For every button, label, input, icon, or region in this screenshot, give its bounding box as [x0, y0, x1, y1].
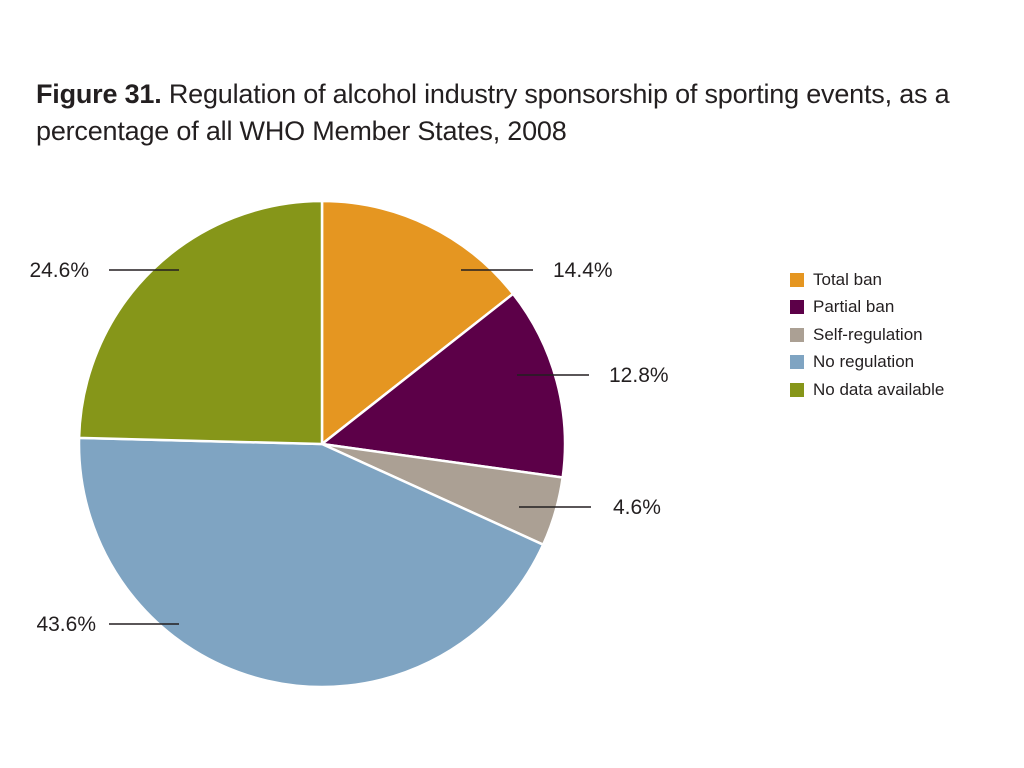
legend-swatch	[790, 355, 804, 370]
legend-label: Self-regulation	[813, 324, 923, 344]
figure-title: Figure 31. Regulation of alcohol industr…	[36, 76, 1006, 150]
legend-item: No regulation	[790, 349, 944, 377]
legend-item: Total ban	[790, 266, 944, 294]
legend: Total ban Partial ban Self-regulation No re…	[790, 266, 944, 404]
pie-slice-partial-ban	[320, 292, 567, 479]
legend-item: No data available	[790, 376, 944, 404]
legend-swatch	[790, 327, 804, 342]
legend-label: Partial ban	[813, 297, 895, 317]
legend-label: No regulation	[813, 352, 915, 372]
data-labels: 14.4% 12.8% 4.6% 43.6% 24.6%	[29, 259, 668, 636]
pie-slice-no-data-available	[77, 199, 324, 446]
pie-slice-no-regulation	[77, 436, 545, 689]
data-label: 24.6%	[29, 259, 89, 282]
legend-label: No data available	[813, 379, 945, 399]
legend-swatch	[790, 382, 804, 397]
legend-item: Self-regulation	[790, 321, 944, 349]
figure-number: Figure 31.	[36, 79, 162, 109]
data-label: 14.4%	[553, 259, 613, 282]
data-label: 4.6%	[613, 496, 661, 519]
data-label: 43.6%	[36, 613, 96, 636]
pie-slice-total-ban	[320, 199, 515, 446]
data-label: 12.8%	[609, 364, 669, 387]
legend-item: Partial ban	[790, 294, 944, 322]
leader-lines	[109, 269, 591, 625]
legend-label: Total ban	[813, 269, 882, 289]
figure-caption: Regulation of alcohol industry sponsorsh…	[36, 79, 950, 146]
legend-swatch	[790, 300, 804, 315]
pie-slices	[77, 199, 567, 689]
legend-swatch	[790, 272, 804, 287]
